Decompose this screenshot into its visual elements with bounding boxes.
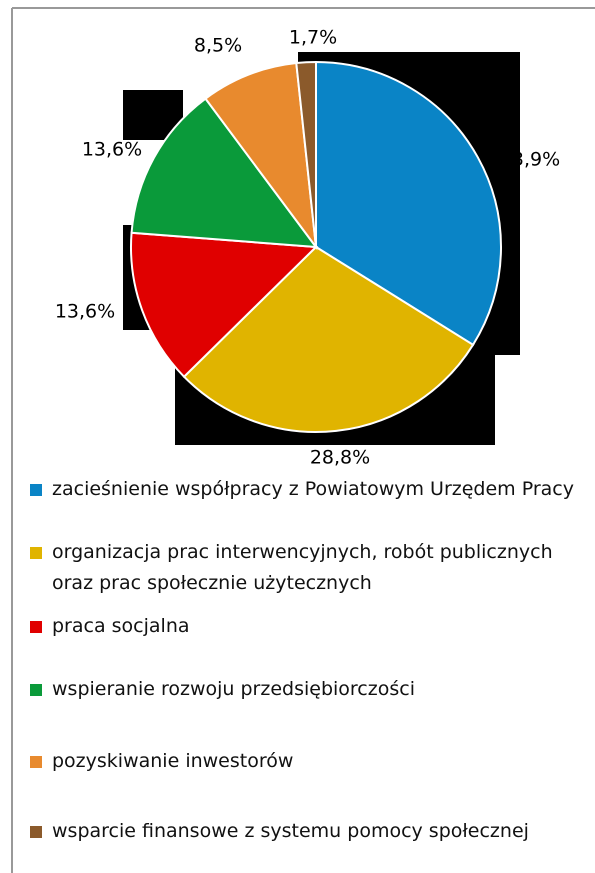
legend-swatch bbox=[30, 547, 42, 559]
legend-label: pozyskiwanie inwestorów bbox=[52, 750, 294, 772]
pie-slice bbox=[130, 97, 319, 249]
legend-item: zacieśnienie współpracy z Powiatowym Urz… bbox=[30, 474, 590, 505]
legend-item: praca socjalna bbox=[30, 611, 590, 642]
legend-label: organizacja prac interwencyjnych, robót … bbox=[52, 541, 553, 594]
legend-label: zacieśnienie współpracy z Powiatowym Urz… bbox=[52, 478, 574, 500]
pie-slice bbox=[130, 231, 319, 379]
legend-label: wsparcie finansowe z systemu pomocy społ… bbox=[52, 820, 529, 842]
legend-swatch bbox=[30, 621, 42, 633]
data-label: 1,7% bbox=[289, 27, 337, 49]
data-label: 13,6% bbox=[55, 301, 115, 323]
legend-swatch bbox=[30, 484, 42, 496]
pie-slice bbox=[315, 60, 502, 347]
legend-swatch bbox=[30, 826, 42, 838]
legend-item: wsparcie finansowe z systemu pomocy społ… bbox=[30, 816, 590, 847]
data-label: 28,8% bbox=[310, 447, 370, 469]
legend-item: pozyskiwanie inwestorów bbox=[30, 746, 590, 777]
legend-item: wspieranie rozwoju przedsiębiorczości bbox=[30, 674, 590, 705]
data-label: 13,6% bbox=[82, 139, 142, 161]
legend-label: praca socjalna bbox=[52, 615, 190, 637]
legend-label: wspieranie rozwoju przedsiębiorczości bbox=[52, 678, 415, 700]
legend-swatch bbox=[30, 756, 42, 768]
legend-swatch bbox=[30, 684, 42, 696]
legend-item: organizacja prac interwencyjnych, robót … bbox=[30, 537, 590, 599]
data-label: 8,5% bbox=[194, 35, 242, 57]
pie-slice bbox=[182, 245, 475, 433]
pie-slice bbox=[295, 60, 317, 248]
pie-slice bbox=[204, 61, 318, 251]
